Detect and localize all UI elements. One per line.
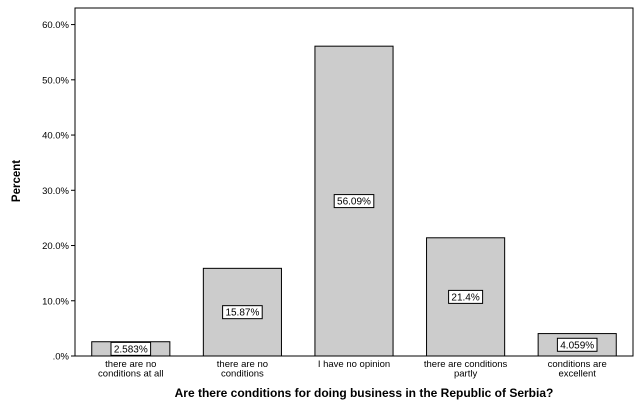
data-label-box (333, 194, 375, 209)
y-tick-label: 10.0% (42, 296, 69, 307)
data-label: 56.09% (333, 194, 375, 209)
category-label-line: conditions (221, 369, 264, 380)
category-label-line: there are no (105, 359, 156, 370)
data-label-box (222, 305, 263, 320)
y-tick-label: 60.0% (42, 20, 69, 31)
data-label: 2.583% (110, 341, 152, 356)
data-label-box (556, 337, 598, 352)
y-tick-label: 20.0% (42, 241, 69, 252)
y-tick-label: 40.0% (42, 131, 69, 142)
data-label-text: 56.09% (337, 197, 371, 208)
data-label-text: 2.583% (114, 344, 148, 355)
data-label-box (448, 289, 484, 304)
data-label: 21.4% (448, 289, 484, 304)
x-axis-title: Are there conditions for doing business … (175, 386, 554, 400)
category-label-line: conditions are (548, 359, 607, 370)
data-label-text: 15.87% (225, 308, 259, 319)
category-label-line: conditions at all (98, 369, 163, 380)
data-label-layer: 2.583% 15.87% 56.09% 21.4% 4.059% (110, 194, 598, 356)
category-label-line: partly (454, 369, 477, 380)
y-axis-title: Percent (11, 160, 23, 202)
category-label-line: there are no (217, 359, 268, 370)
y-tick-label: 30.0% (42, 186, 69, 197)
category-label-line: I have no opinion (318, 359, 390, 370)
data-label-text: 21.4% (451, 292, 479, 303)
data-label-box (110, 341, 152, 356)
data-label-text: 4.059% (560, 340, 594, 351)
category-label-line: excellent (558, 369, 596, 380)
y-tick-layer: .0% 10.0% 20.0% 30.0% 40.0% 50.0% 60.0% (42, 20, 75, 363)
data-label: 4.059% (556, 337, 598, 352)
category-label-line: there are conditions (424, 359, 508, 370)
y-tick-label: .0% (53, 352, 70, 363)
data-label: 15.87% (222, 305, 263, 320)
y-tick-label: 50.0% (42, 75, 69, 86)
category-label: I have no opinion (318, 359, 390, 370)
